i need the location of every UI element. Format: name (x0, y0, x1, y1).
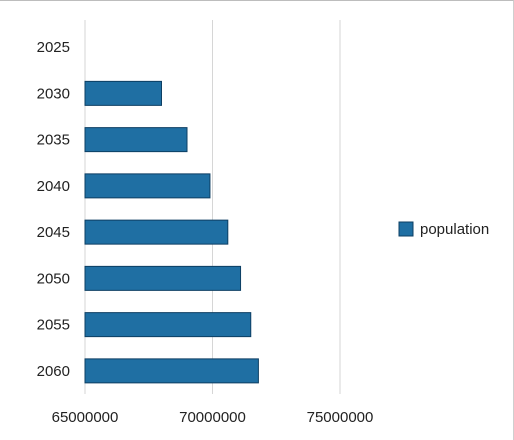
bar-2040 (84, 173, 211, 199)
tick-label-layer: 65000000 70000000 75000000 (52, 409, 374, 426)
legend-swatch (398, 221, 414, 237)
x-tick-label-0: 65000000 (52, 409, 119, 426)
bar-2030 (84, 80, 162, 106)
bar-2060 (84, 358, 259, 384)
category-label-2030: 2030 (37, 85, 70, 102)
category-label-layer: 2025 2030 2035 2040 2045 2050 2055 2060 (37, 39, 70, 380)
legend-label: population (420, 221, 489, 238)
category-label-2060: 2060 (37, 363, 70, 380)
category-label-2055: 2055 (37, 317, 70, 334)
category-label-2050: 2050 (37, 270, 70, 287)
legend: population (398, 221, 489, 238)
x-tick-label-2: 75000000 (307, 409, 374, 426)
category-label-2035: 2035 (37, 132, 70, 149)
bar-layer (84, 80, 259, 384)
grid-layer (84, 20, 341, 394)
category-label-2025: 2025 (37, 39, 70, 56)
category-label-2045: 2045 (37, 224, 70, 241)
x-tick-label-1: 70000000 (179, 409, 246, 426)
bar-2035 (84, 127, 188, 153)
bar-2055 (84, 312, 252, 338)
category-label-2040: 2040 (37, 178, 70, 195)
bar-2045 (84, 219, 229, 245)
bar-2050 (84, 265, 242, 291)
